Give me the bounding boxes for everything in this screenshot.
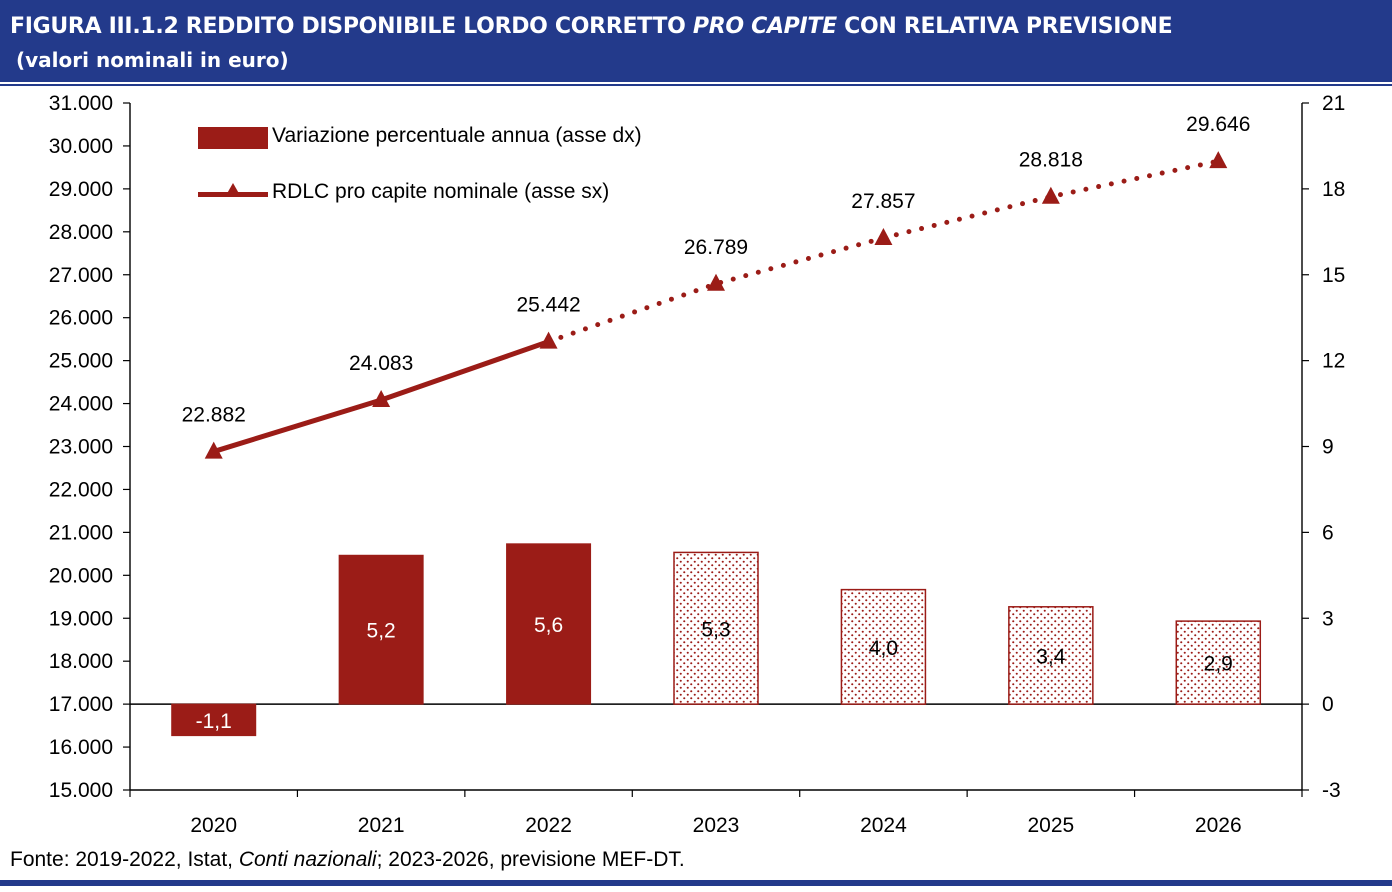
x-tick-label: 2026 <box>1195 814 1242 837</box>
y-left-tick-label: 17.000 <box>49 693 113 716</box>
y-right-tick-label: 6 <box>1322 521 1334 544</box>
legend-label-bar: Variazione percentuale annua (asse dx) <box>272 124 642 147</box>
y-left-tick-label: 31.000 <box>49 92 113 115</box>
y-left-tick-label: 30.000 <box>49 135 113 158</box>
bars-group <box>171 543 1262 737</box>
combo-chart: 15.000 16.000 17.000 18.000 19.000 20.000 21.0… <box>49 92 1346 837</box>
y-left-tick-label: 27.000 <box>49 264 113 287</box>
source-note: Fonte: 2019-2022, Istat, Conti nazionali… <box>10 848 685 872</box>
line-forecast <box>546 158 1221 345</box>
line-value-label: 27.857 <box>851 190 915 213</box>
chart-subtitle: (valori nominali in euro) <box>16 48 289 72</box>
chart-header: FIGURA III.1.2 REDDITO DISPONIBILE LORDO… <box>0 0 1392 82</box>
line-value-label: 26.789 <box>684 236 748 259</box>
y-right-tick-label: 21 <box>1322 92 1345 115</box>
forecast-bar <box>1008 606 1094 705</box>
legend-label-line: RDLC pro capite nominale (asse sx) <box>272 180 610 203</box>
legend-swatch-bar <box>198 127 268 149</box>
line-value-label: 25.442 <box>516 294 580 317</box>
line-value-label: 22.882 <box>182 404 246 427</box>
y-right-tick-label: 0 <box>1322 693 1334 716</box>
x-tick-label: 2024 <box>860 814 907 837</box>
source-prefix: Fonte: 2019-2022, Istat, <box>10 848 239 871</box>
chart-title: FIGURA III.1.2 REDDITO DISPONIBILE LORDO… <box>10 14 1173 39</box>
y-right-tick-label: 12 <box>1322 350 1345 373</box>
y-left-tick-label: 26.000 <box>49 307 113 330</box>
y-left-tick-label: 22.000 <box>49 478 113 501</box>
line-marker-triangle <box>1041 186 1060 204</box>
footer-rule <box>0 880 1392 886</box>
y-left-tick-label: 25.000 <box>49 350 113 373</box>
x-tick-label: 2021 <box>358 814 405 837</box>
forecast-bar <box>840 588 927 705</box>
bar-value-label: -1,1 <box>196 710 232 733</box>
y-left-tick-label: 21.000 <box>49 521 113 544</box>
line-value-label: 28.818 <box>1019 149 1083 172</box>
axes-group: 15.000 16.000 17.000 18.000 19.000 20.000 21.0… <box>49 92 1346 837</box>
y-right-tick-label: 9 <box>1322 436 1334 459</box>
y-left-tick-label: 16.000 <box>49 736 113 759</box>
bar-value-label: 4,0 <box>869 637 898 660</box>
y-left-tick-label: 19.000 <box>49 607 113 630</box>
bar <box>171 703 257 737</box>
bar <box>506 543 592 705</box>
forecast-bar <box>673 551 759 705</box>
bar-value-label: 5,3 <box>701 618 730 641</box>
legend-triangle-icon <box>225 183 241 197</box>
x-tick-label: 2023 <box>693 814 740 837</box>
y-left-tick-label: 28.000 <box>49 221 113 244</box>
y-right-tick-label: 3 <box>1322 607 1334 630</box>
title-italic: PRO CAPITE <box>692 14 837 39</box>
header-rule <box>0 84 1392 86</box>
line-group <box>204 151 1228 459</box>
bar-value-label: 3,4 <box>1036 645 1066 668</box>
y-right-tick-label: 15 <box>1322 264 1345 287</box>
title-suffix: CON RELATIVA PREVISIONE <box>836 14 1173 39</box>
x-tick-label: 2025 <box>1027 814 1074 837</box>
forecast-bar <box>1175 620 1262 705</box>
y-left-tick-label: 18.000 <box>49 650 113 673</box>
y-right-tick-label: 18 <box>1322 178 1345 201</box>
y-right-tick-label: -3 <box>1322 779 1341 802</box>
bar-value-label: 2,9 <box>1204 653 1233 676</box>
line-marker-triangle <box>707 273 725 291</box>
bar-value-label: 5,2 <box>367 620 396 643</box>
line-marker-triangle <box>372 389 391 407</box>
y-left-tick-label: 29.000 <box>49 178 113 201</box>
x-tick-label: 2022 <box>525 814 572 837</box>
line-value-label: 24.083 <box>349 352 413 375</box>
data-labels-group: -1,1 5,2 5,6 5,3 4,0 3,4 2,9 22.882 24.083 25.442… <box>182 113 1251 733</box>
title-prefix: FIGURA III.1.2 REDDITO DISPONIBILE LORDO… <box>10 14 693 39</box>
line-value-label: 29.646 <box>1186 113 1250 136</box>
y-left-tick-label: 24.000 <box>49 393 113 416</box>
source-suffix: ; 2023-2026, previsione MEF-DT. <box>376 848 685 871</box>
x-tick-label: 2020 <box>190 814 237 837</box>
line-marker-triangle <box>874 227 893 245</box>
line-marker-triangle <box>539 331 558 349</box>
line-marker-triangle <box>204 441 223 459</box>
line-marker-triangle <box>1209 151 1228 169</box>
source-italic: Conti nazionali <box>238 848 377 871</box>
bar <box>338 554 424 705</box>
y-left-tick-label: 23.000 <box>49 436 113 459</box>
y-left-tick-label: 15.000 <box>49 779 113 802</box>
y-left-tick-label: 20.000 <box>49 564 113 587</box>
bar-value-label: 5,6 <box>534 614 563 637</box>
